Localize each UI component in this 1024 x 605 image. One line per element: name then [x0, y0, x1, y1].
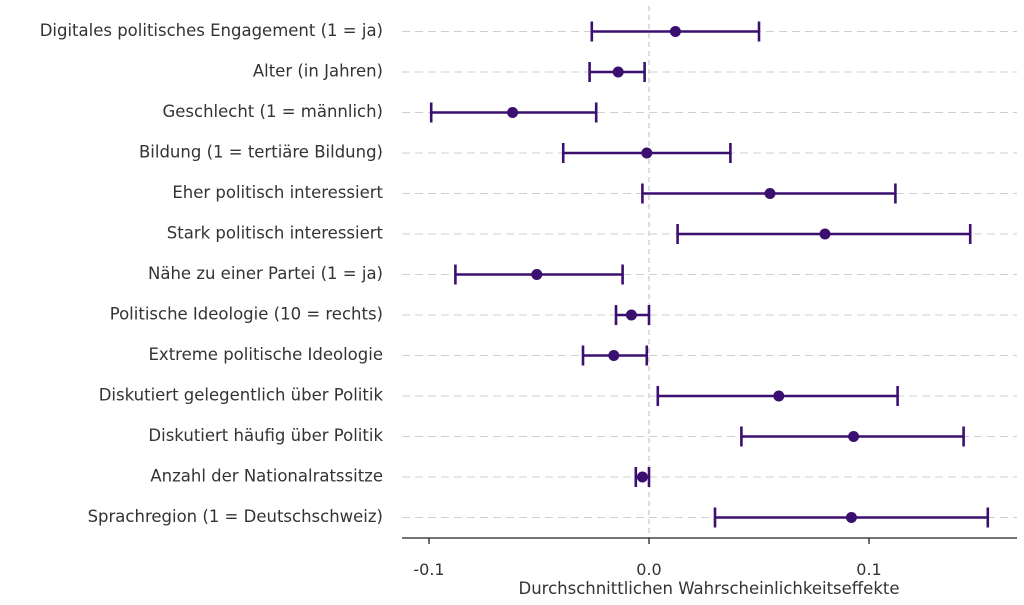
- estimate-point: [848, 431, 860, 442]
- estimate-point: [625, 309, 637, 321]
- category-label: Bildung (1 = tertiäre Bildung): [139, 143, 383, 162]
- x-tick-label: -0.1: [413, 560, 444, 579]
- category-label: Diskutiert gelegentlich über Politik: [99, 386, 384, 405]
- estimate-point: [608, 350, 620, 361]
- estimate-point: [507, 107, 519, 118]
- estimate-point: [641, 147, 653, 159]
- estimate-point: [531, 269, 543, 280]
- category-label: Sprachregion (1 = Deutschschweiz): [88, 507, 383, 526]
- category-label: Nähe zu einer Partei (1 = ja): [148, 264, 383, 283]
- estimate-point: [819, 228, 831, 240]
- error-bars: [429, 21, 990, 528]
- estimate-point: [636, 471, 648, 483]
- estimate-point: [845, 512, 857, 523]
- category-label: Anzahl der Nationalratssitze: [150, 467, 383, 486]
- category-labels: Digitales politisches Engagement (1 = ja…: [40, 21, 384, 526]
- category-label: Extreme politische Ideologie: [149, 345, 384, 364]
- estimate-point: [764, 188, 776, 199]
- x-ticks: -0.1 0.0 0.1: [413, 538, 882, 579]
- category-label: Politische Ideologie (10 = rechts): [110, 305, 383, 324]
- category-label: Alter (in Jahren): [253, 62, 383, 81]
- category-label: Diskutiert häufig über Politik: [148, 426, 383, 445]
- category-label: Geschlecht (1 = männlich): [162, 102, 383, 121]
- category-label: Digitales politisches Engagement (1 = ja…: [40, 21, 383, 40]
- category-label: Eher politisch interessiert: [172, 183, 383, 202]
- x-tick-label: 0.1: [856, 560, 881, 579]
- grid-lines: [402, 6, 1017, 538]
- category-label: Stark politisch interessiert: [167, 224, 384, 243]
- estimate-point: [669, 26, 681, 37]
- x-tick-label: 0.0: [636, 560, 661, 579]
- estimate-point: [773, 390, 785, 402]
- estimate-point: [612, 66, 624, 78]
- x-axis-label: Durchschnittlichen Wahrscheinlichkeitsef…: [518, 579, 899, 598]
